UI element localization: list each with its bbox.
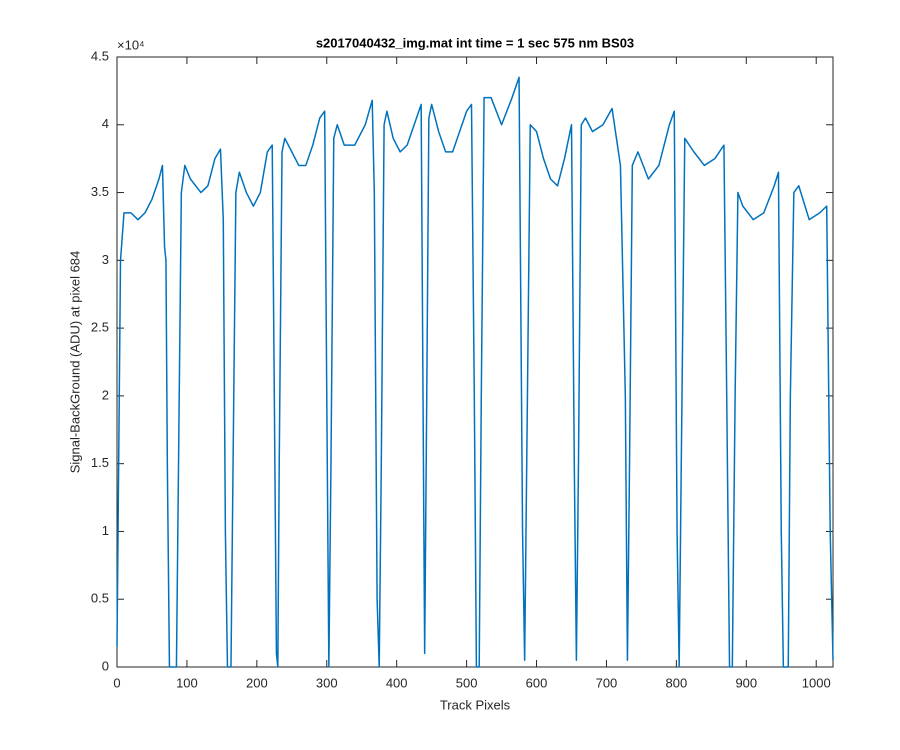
signal-line [116, 76, 834, 668]
y-axis-label: Signal-BackGround (ADU) at pixel 684 [67, 251, 82, 474]
chart-title: s2017040432_img.mat int time = 1 sec 575… [316, 35, 634, 50]
y-tick-label: 2.5 [91, 320, 109, 335]
y-tick-label: 3.5 [91, 184, 109, 199]
x-axis-label: Track Pixels [440, 697, 511, 712]
y-tick-label: 1.5 [91, 455, 109, 470]
x-tick-label: 100 [176, 675, 198, 690]
x-tick-label: 900 [735, 675, 757, 690]
x-tick-label: 700 [596, 675, 618, 690]
x-tick-label: 200 [246, 675, 268, 690]
x-tick-label: 400 [386, 675, 408, 690]
x-tick-label: 1000 [802, 675, 831, 690]
x-tick-label: 300 [316, 675, 338, 690]
y-tick-label: 2 [102, 387, 109, 402]
y-tick-label: 1 [102, 523, 109, 538]
y-tick-label: 0.5 [91, 591, 109, 606]
x-tick-label: 500 [456, 675, 478, 690]
y-tick-label: 4 [102, 116, 109, 131]
y-tick-label: 0 [102, 658, 109, 673]
y-tick-label: 4.5 [91, 48, 109, 63]
axes-box [116, 56, 834, 668]
x-tick-label: 600 [526, 675, 548, 690]
x-tick-label: 800 [666, 675, 688, 690]
y-multiplier: ×10⁴ [117, 37, 145, 52]
x-tick-label: 0 [113, 675, 120, 690]
y-tick-label: 3 [102, 252, 109, 267]
